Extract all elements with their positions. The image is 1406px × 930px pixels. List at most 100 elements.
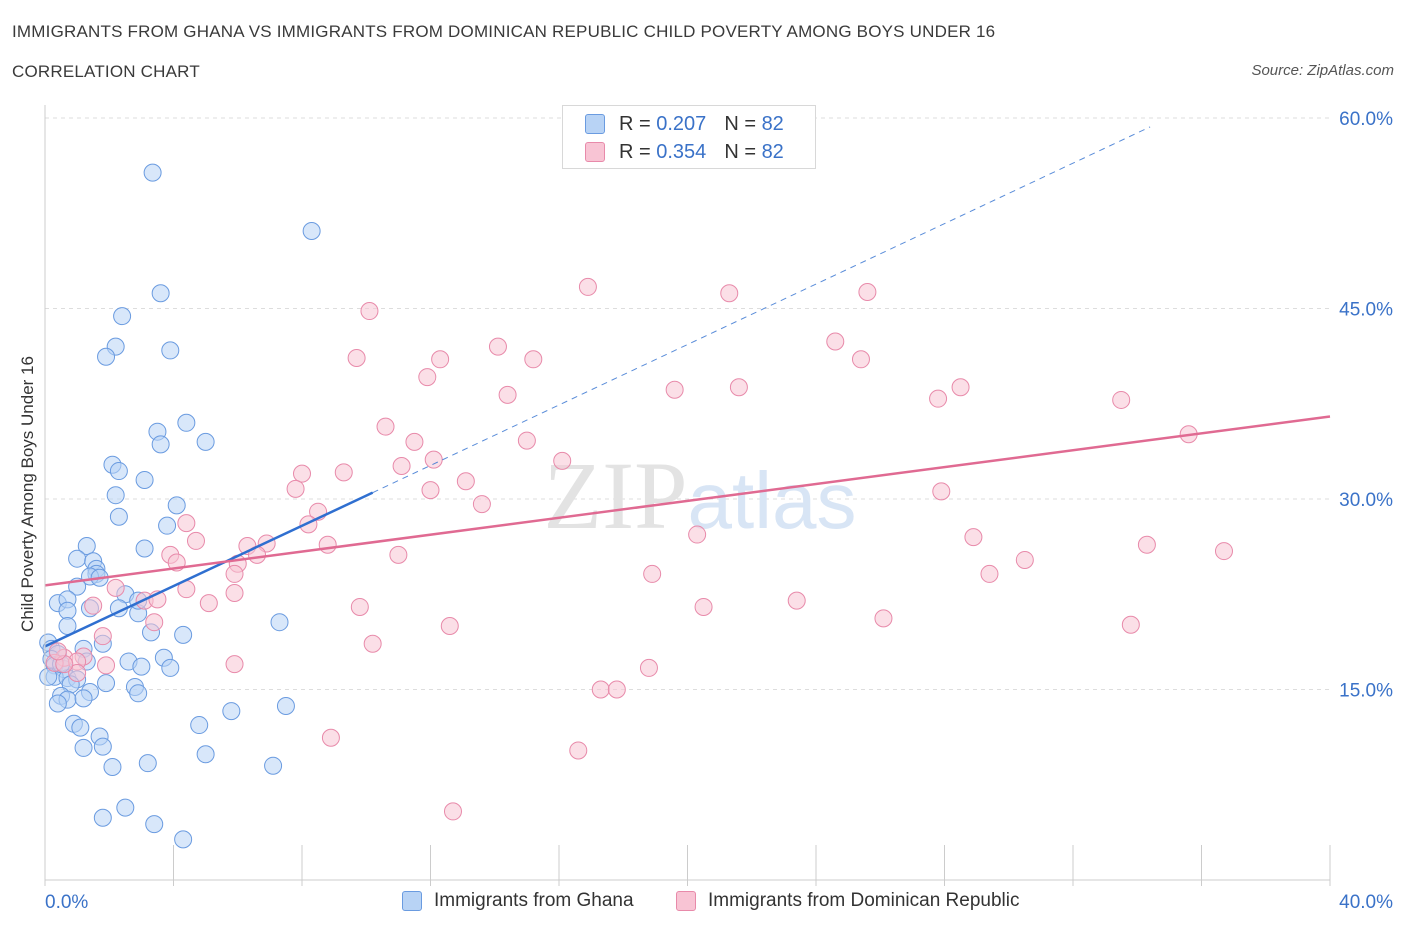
point-ghana	[143, 163, 162, 182]
trend-line-dr	[44, 415, 1331, 587]
point-dr	[498, 385, 517, 404]
series-ghana-points	[39, 163, 321, 849]
point-dr	[424, 450, 443, 469]
point-ghana	[276, 697, 295, 716]
point-ghana	[174, 625, 193, 644]
point-ghana	[177, 413, 196, 432]
point-ghana	[58, 601, 77, 620]
point-ghana	[174, 830, 193, 849]
point-dr	[688, 525, 707, 544]
series-dr-points	[45, 277, 1233, 821]
y-tick-label: 15.0%	[1339, 681, 1393, 702]
point-dr	[360, 302, 379, 321]
point-ghana	[196, 432, 215, 451]
point-ghana	[138, 754, 157, 773]
point-dr	[1121, 615, 1140, 634]
point-ghana	[145, 815, 164, 834]
source-label: Source: ZipAtlas.com	[1251, 62, 1394, 79]
point-dr	[720, 284, 739, 303]
point-dr	[553, 451, 572, 470]
correlation-legend: R = 0.207 N = 82 R = 0.354 N = 82	[562, 105, 816, 169]
point-ghana	[109, 462, 128, 481]
point-dr	[591, 680, 610, 699]
point-dr	[321, 728, 340, 747]
chart-title: IMMIGRANTS FROM GHANA VS IMMIGRANTS FROM…	[12, 22, 996, 41]
point-dr	[48, 642, 67, 661]
legend-row-ghana: R = 0.207 N = 82	[585, 112, 784, 136]
y-tick-label: 30.0%	[1339, 490, 1393, 511]
chart-subtitle: CORRELATION CHART	[12, 62, 200, 81]
legend-swatch-ghana	[585, 114, 605, 134]
point-ghana	[97, 347, 116, 366]
point-ghana	[68, 549, 87, 568]
point-dr	[639, 658, 658, 677]
legend-n-label: N =	[724, 140, 756, 163]
point-dr	[694, 597, 713, 616]
point-dr	[93, 627, 112, 646]
x-tick-label-max: 40.0%	[1339, 892, 1393, 913]
point-ghana	[71, 718, 90, 737]
point-ghana	[222, 702, 241, 721]
point-dr	[1214, 542, 1233, 561]
bottom-legend-ghana: Immigrants from Ghana	[402, 890, 634, 912]
bottom-legend-dr: Immigrants from Dominican Republic	[676, 890, 1020, 912]
point-ghana	[135, 539, 154, 558]
legend-r-value-ghana: 0.207	[656, 112, 707, 135]
point-dr	[440, 617, 459, 635]
point-dr	[488, 337, 507, 356]
point-ghana	[151, 284, 170, 303]
point-dr	[431, 350, 450, 369]
point-dr	[199, 594, 218, 613]
y-tick-label: 45.0%	[1339, 300, 1393, 321]
point-dr	[177, 514, 196, 533]
point-ghana	[77, 536, 96, 555]
point-dr	[929, 389, 948, 408]
point-dr	[826, 332, 845, 351]
point-ghana	[103, 757, 122, 776]
point-dr	[418, 368, 437, 387]
point-dr	[665, 380, 684, 399]
point-dr	[524, 350, 543, 369]
legend-n-value-ghana: 82	[761, 112, 784, 135]
y-axis-label: Child Poverty Among Boys Under 16	[18, 356, 37, 632]
point-ghana	[135, 470, 154, 489]
point-ghana	[116, 798, 135, 817]
bottom-legend-dr-label: Immigrants from Dominican Republic	[708, 890, 1020, 911]
bottom-legend-ghana-label: Immigrants from Ghana	[434, 890, 634, 911]
point-ghana	[167, 496, 186, 515]
point-dr	[363, 634, 382, 653]
point-ghana	[106, 486, 125, 505]
x-tick-label-min: 0.0%	[45, 892, 88, 913]
point-dr	[392, 456, 411, 475]
axes: 15.0% 30.0% 45.0% 60.0% 0.0% 40.0%	[44, 105, 1393, 913]
trend-lines	[44, 126, 1331, 648]
point-ghana	[129, 684, 148, 703]
point-ghana	[161, 341, 180, 360]
point-ghana	[270, 613, 289, 632]
point-ghana	[74, 689, 93, 708]
point-dr	[1137, 535, 1156, 554]
point-ghana	[132, 657, 151, 676]
point-dr	[376, 417, 395, 436]
point-ghana	[93, 808, 112, 827]
point-ghana	[302, 222, 321, 241]
grid-lines	[45, 117, 1330, 690]
point-dr	[347, 349, 366, 368]
point-dr	[286, 479, 305, 498]
point-dr	[643, 564, 662, 583]
point-ghana	[264, 756, 283, 775]
point-ghana	[113, 307, 132, 326]
point-dr	[851, 350, 870, 369]
point-dr	[964, 528, 983, 547]
point-dr	[318, 535, 337, 554]
point-dr	[787, 591, 806, 610]
trend-line-ghana	[44, 491, 374, 648]
point-dr	[1112, 390, 1131, 409]
y-tick-label: 60.0%	[1339, 109, 1393, 130]
point-dr	[97, 656, 116, 675]
point-dr	[517, 431, 536, 450]
point-dr	[225, 655, 244, 674]
point-dr	[186, 531, 205, 550]
point-ghana	[151, 435, 170, 454]
